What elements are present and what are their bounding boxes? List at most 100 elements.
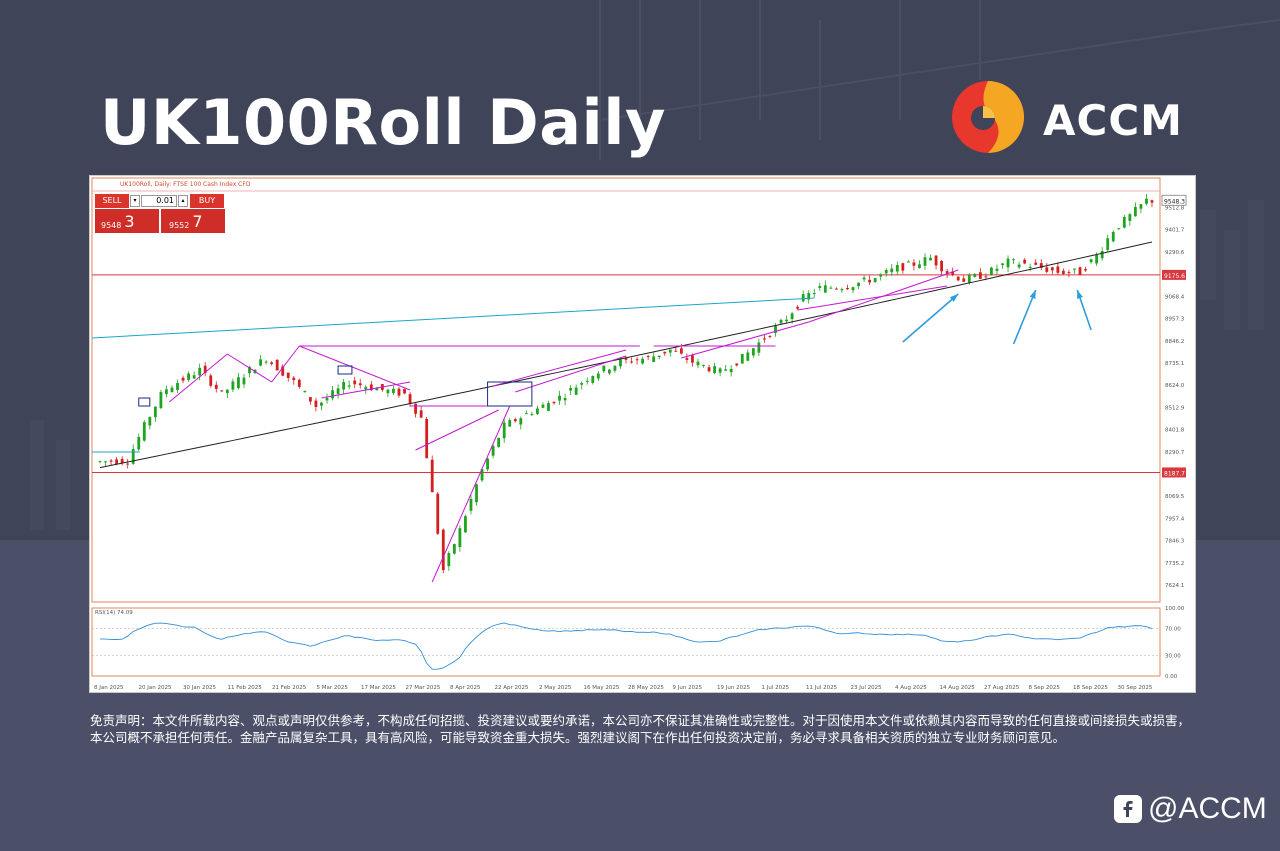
candle-body	[1056, 266, 1060, 273]
x-axis-tick-label: 23 Jul 2025	[851, 685, 883, 691]
facebook-icon[interactable]	[1114, 795, 1142, 823]
x-axis-tick-label: 27 Aug 2025	[984, 685, 1020, 691]
candle-body	[1023, 259, 1027, 264]
y-axis-tick-label: 8957.3	[1165, 317, 1185, 323]
annotation-arrow	[1012, 289, 1037, 345]
candle-body	[746, 352, 750, 361]
candle-body	[231, 381, 235, 390]
x-axis-tick-label: 8 Apr 2025	[450, 685, 481, 691]
candle-body	[607, 369, 611, 374]
rsi-tick-label: 100.00	[1165, 606, 1185, 612]
candle-body	[829, 287, 833, 289]
candle-body	[115, 459, 119, 465]
candle-body	[901, 263, 905, 271]
x-axis-tick-label: 19 Jun 2025	[717, 685, 751, 691]
candle-body	[779, 319, 783, 324]
sell-price-box[interactable]: 9548 3	[95, 209, 159, 233]
social-handle-text: @ACCM	[1148, 792, 1267, 825]
candle-body	[763, 338, 766, 340]
x-axis-tick-label: 5 Mar 2025	[317, 685, 349, 691]
buy-button[interactable]: BUY	[190, 194, 224, 208]
candle-body	[325, 398, 329, 401]
pattern-line	[271, 345, 300, 383]
candle-body	[137, 436, 141, 450]
candle-body	[469, 499, 473, 511]
candle-body	[895, 265, 899, 272]
x-axis-tick-label: 11 Jul 2025	[806, 685, 838, 691]
candle-body	[508, 420, 512, 427]
symbol-caption: UK100Roll, Daily: FTSE 100 Cash Index CF…	[120, 181, 251, 188]
candle-body	[447, 553, 451, 567]
candle-body	[430, 459, 434, 493]
x-axis-tick-label: 30 Sep 2025	[1118, 685, 1153, 691]
candle-body	[918, 264, 921, 269]
candle-body	[862, 277, 866, 280]
lot-increase-button[interactable]: ▴	[178, 195, 188, 207]
candle-body	[740, 354, 744, 364]
candle-body	[790, 313, 794, 320]
pattern-line	[515, 355, 627, 393]
candle-body	[585, 380, 589, 382]
x-axis-tick-label: 11 Feb 2025	[228, 685, 263, 691]
y-axis-tick-label: 7624.1	[1165, 583, 1184, 589]
x-axis-tick-label: 30 Jan 2025	[183, 685, 216, 691]
candle-body	[375, 388, 379, 391]
y-axis-tick-label: 9512.8	[1165, 205, 1185, 211]
price-level-label: 8187.7	[1164, 470, 1185, 477]
candle-body	[441, 529, 445, 571]
price-chart[interactable]: 9175.6 8187.7 9512.8 9401.7 9290.6 9068.4 8957…	[90, 176, 1197, 694]
candle-body	[967, 274, 971, 283]
candle-body	[1095, 255, 1099, 264]
candle-body	[602, 365, 606, 372]
candle-body	[923, 257, 927, 266]
rsi-tick-label: 0.00	[1165, 674, 1178, 680]
candle-body	[1122, 216, 1126, 228]
candle-body	[929, 257, 932, 261]
price-level-tag	[1162, 467, 1186, 478]
candle-body	[735, 363, 739, 366]
lot-size-input[interactable]: 0.01	[141, 195, 177, 207]
lot-decrease-button[interactable]: ▾	[130, 195, 140, 207]
candle-body	[751, 348, 755, 356]
candle-body	[1028, 266, 1032, 268]
sell-button[interactable]: SELL	[95, 194, 129, 208]
candle-body	[1050, 267, 1054, 271]
candle-body	[159, 392, 163, 409]
moving-average-line	[99, 241, 1153, 469]
candle-body	[912, 262, 916, 266]
candle-body	[890, 268, 894, 273]
candle-body	[513, 419, 517, 422]
candle-body	[696, 361, 700, 366]
candle-body	[131, 449, 135, 464]
candle-body	[1150, 200, 1154, 203]
candle-body	[945, 271, 949, 274]
candle-body	[674, 350, 678, 352]
buy-price-box[interactable]: 9552 7	[161, 209, 225, 233]
candle-body	[1139, 204, 1143, 209]
y-axis-tick-label: 9068.4	[1165, 294, 1185, 300]
candle-body	[225, 389, 229, 394]
trading-chart-panel[interactable]: 9175.6 8187.7 9512.8 9401.7 9290.6 9068.4 8957…	[89, 175, 1196, 693]
candle-body	[369, 384, 373, 391]
candle-body	[1045, 267, 1049, 272]
candle-body	[613, 365, 617, 371]
x-axis-tick-label: 1 Jul 2025	[762, 685, 790, 691]
candle-body	[170, 387, 174, 393]
candle-body	[519, 418, 523, 425]
candle-body	[807, 293, 811, 300]
candle-body	[502, 422, 506, 439]
candle-body	[685, 357, 689, 360]
candle-body	[126, 463, 130, 465]
candle-body	[868, 279, 872, 283]
x-axis-tick-label: 16 May 2025	[584, 685, 620, 691]
rsi-tick-label: 70.00	[1165, 626, 1181, 632]
pattern-line	[321, 381, 411, 399]
candle-body	[248, 367, 251, 374]
y-axis-tick-label: 8069.5	[1165, 494, 1185, 500]
social-handle-group[interactable]: @ACCM	[1114, 791, 1267, 827]
candle-body	[873, 278, 877, 283]
candle-body	[812, 292, 816, 295]
candle-body	[1117, 228, 1121, 230]
y-axis-tick-label: 9290.6	[1165, 250, 1185, 256]
candle-body	[1073, 268, 1076, 270]
